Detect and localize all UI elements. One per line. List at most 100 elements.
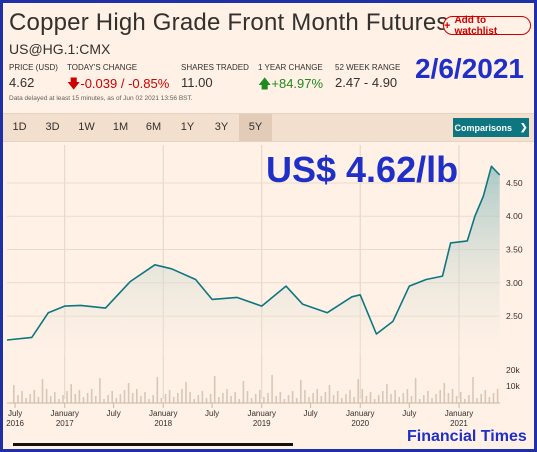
- tab-1d[interactable]: 1D: [12, 121, 27, 133]
- year-change-value: 🡅+84.97%: [258, 75, 323, 97]
- volume-bar: [168, 390, 171, 403]
- volume-bar: [267, 393, 269, 403]
- volume-bar: [455, 396, 458, 403]
- volume-bar: [336, 391, 339, 403]
- volume-bar: [58, 399, 60, 403]
- volume-bar: [390, 394, 392, 403]
- volume-bar: [70, 384, 72, 403]
- volume-bar: [427, 391, 429, 403]
- x-tick-year: 2021: [450, 419, 468, 428]
- volume-bar: [107, 395, 109, 403]
- x-tick-year: 2018: [154, 419, 172, 428]
- volume-bar: [230, 396, 232, 403]
- volume-bar: [304, 390, 306, 403]
- volume-bar: [316, 389, 318, 403]
- volume-tick-label: 20k: [506, 365, 520, 375]
- x-tick-year: 2017: [56, 419, 74, 428]
- volume-bar: [398, 397, 400, 403]
- volume-bar: [332, 395, 335, 403]
- volume-bar: [226, 389, 228, 403]
- volume-bar: [373, 399, 376, 403]
- volume-bar: [451, 389, 454, 403]
- volume-bar: [131, 393, 134, 403]
- volume-bar: [25, 398, 27, 403]
- volume-bar: [213, 376, 216, 403]
- volume-bar: [439, 390, 441, 403]
- volume-bar: [181, 389, 183, 403]
- y-tick-label: 2.50: [506, 311, 523, 321]
- volume-bar: [156, 377, 159, 403]
- plus-icon: +: [444, 19, 451, 32]
- volume-bar: [484, 390, 487, 403]
- volume-bar: [119, 394, 122, 403]
- volume-bar: [324, 392, 327, 403]
- add-to-watchlist-button[interactable]: + Add to watchlist: [443, 14, 531, 37]
- tab-5y[interactable]: 5Y: [239, 114, 272, 141]
- volume-bar: [177, 393, 179, 403]
- volume-bar: [353, 397, 355, 403]
- volume-bar: [140, 396, 142, 403]
- tab-3y[interactable]: 3Y: [214, 121, 229, 133]
- volume-bar: [414, 378, 417, 403]
- tab-1m[interactable]: 1M: [112, 121, 129, 133]
- arrow-down-icon: 🡇: [67, 76, 81, 91]
- x-tick-month: July: [8, 409, 22, 418]
- volume-bar: [234, 392, 236, 403]
- price-label: PRICE (USD): [9, 63, 58, 72]
- x-tick-month: July: [106, 409, 120, 418]
- volume-bar: [29, 394, 31, 403]
- tab-1w[interactable]: 1W: [78, 121, 95, 133]
- y-tick-label: 4.00: [506, 211, 523, 221]
- volume-bar: [13, 385, 15, 403]
- volume-bar: [361, 389, 364, 403]
- price-area: [7, 166, 500, 356]
- volume-bar: [90, 389, 93, 403]
- comparisons-label: Comparisons: [454, 122, 512, 133]
- comparisons-button[interactable]: Comparisons ❯: [453, 118, 529, 137]
- volume-bar: [386, 384, 388, 403]
- x-tick-year: 2019: [253, 419, 271, 428]
- x-tick-month: January: [51, 409, 79, 418]
- x-tick-month: January: [149, 409, 177, 418]
- volume-bar: [33, 390, 36, 403]
- tab-3d[interactable]: 3D: [45, 121, 60, 133]
- tab-1y[interactable]: 1Y: [180, 121, 195, 133]
- volume-bar: [148, 399, 150, 403]
- volume-bar: [279, 392, 282, 403]
- volume-bar: [144, 392, 146, 403]
- volume-bar: [115, 398, 118, 403]
- volume-bar: [402, 393, 405, 403]
- volume-bar: [435, 394, 437, 403]
- volume-bar: [82, 397, 85, 403]
- volume-bar: [222, 393, 224, 403]
- volume-bar: [263, 397, 265, 403]
- volume-bar: [78, 390, 81, 403]
- volume-bar: [45, 389, 48, 403]
- volume-bar: [246, 391, 249, 403]
- year-change-text: +84.97%: [271, 76, 324, 91]
- volume-bar: [300, 380, 302, 403]
- volume-bar: [193, 399, 195, 403]
- tab-6m[interactable]: 6M: [145, 121, 162, 133]
- volume-bar: [283, 399, 286, 403]
- scroll-indicator: [13, 443, 293, 446]
- volume-bar: [259, 390, 261, 403]
- volume-bar: [49, 396, 52, 403]
- volume-bar: [205, 398, 208, 403]
- volume-bar: [328, 385, 331, 403]
- source-annotation: Financial Times: [407, 428, 527, 445]
- x-tick-month: January: [346, 409, 374, 418]
- volume-bar: [271, 375, 273, 403]
- volume-bar: [123, 390, 126, 403]
- volume-bar: [431, 398, 433, 403]
- volume-bar: [95, 396, 97, 403]
- date-annotation: 2/6/2021: [415, 53, 524, 84]
- volume-bar: [172, 397, 175, 403]
- range-value: 2.47 - 4.90: [335, 75, 398, 90]
- year-change-label: 1 YEAR CHANGE: [258, 63, 323, 72]
- volume-bar: [209, 394, 212, 403]
- todays-change-label: TODAY'S CHANGE: [67, 63, 138, 72]
- add-to-watchlist-label: Add to watchlist: [454, 14, 498, 37]
- volume-bar: [443, 383, 446, 403]
